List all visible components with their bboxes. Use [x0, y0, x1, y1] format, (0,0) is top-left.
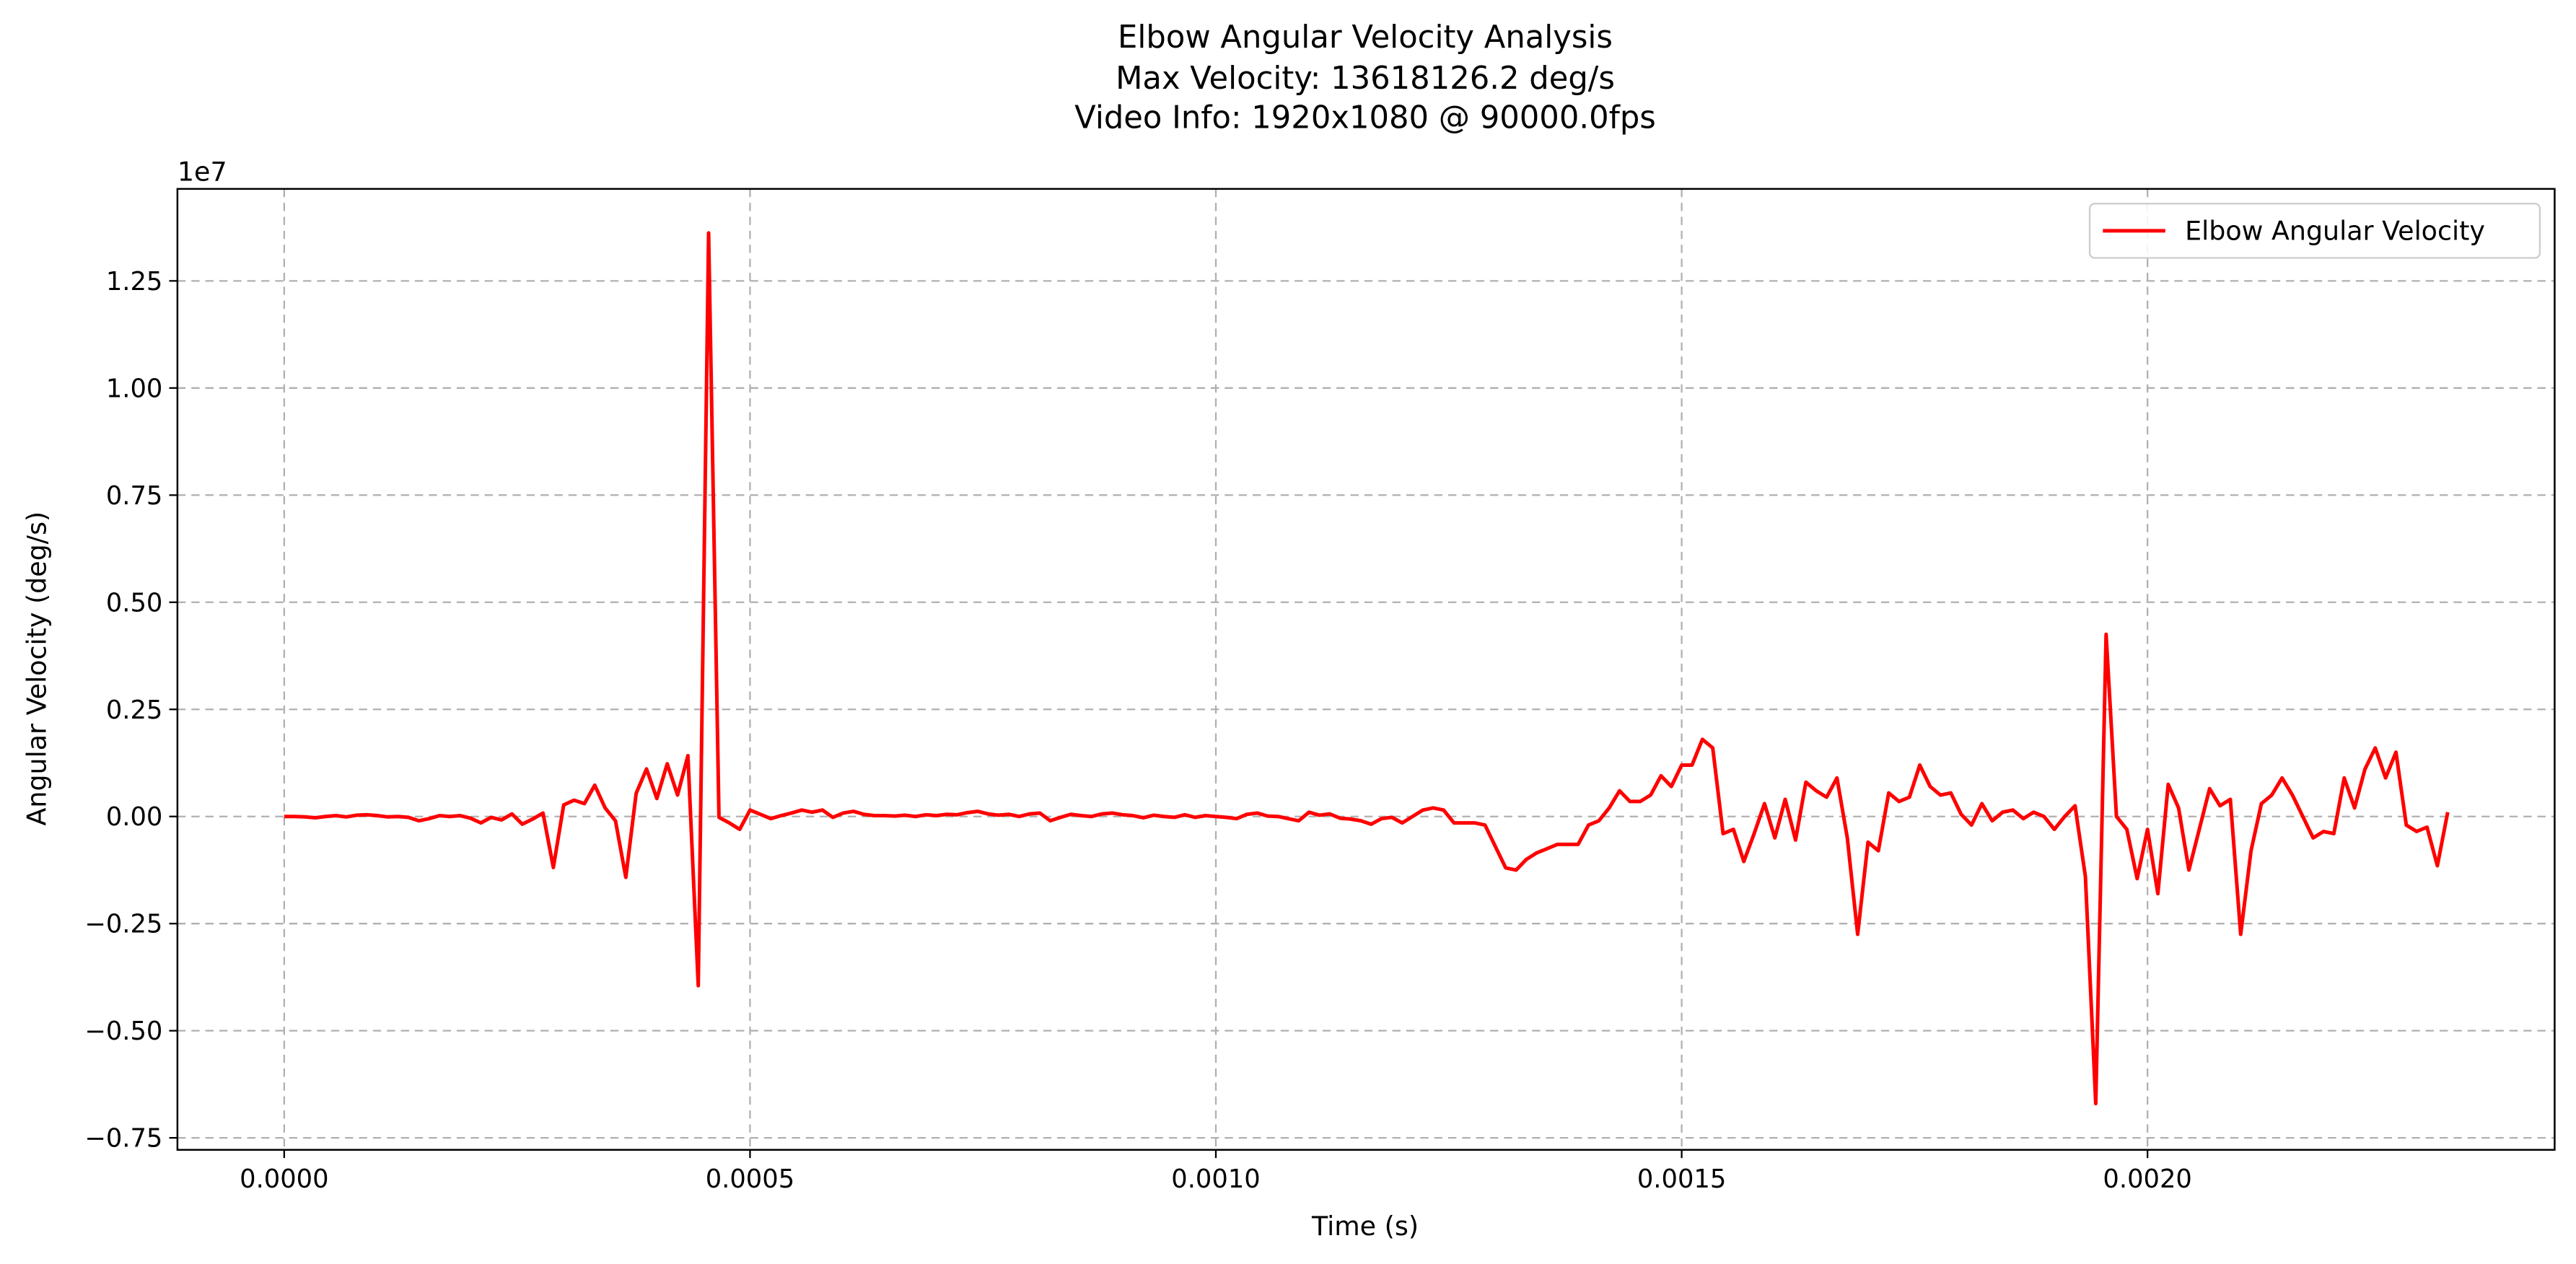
y-tick-label: 0.25 [106, 695, 163, 725]
legend-label: Elbow Angular Velocity [2185, 215, 2485, 246]
y-offset-label: 1e7 [178, 156, 227, 187]
x-tick-label: 0.0015 [1637, 1164, 1726, 1194]
x-tick-label: 0.0020 [2103, 1164, 2191, 1194]
x-tick-label: 0.0000 [240, 1164, 328, 1194]
chart-subtitle: Max Velocity: 13618126.2 deg/s [1116, 61, 1615, 97]
y-tick-label: −0.25 [84, 910, 162, 939]
chart-subtitle: Video Info: 1920x1080 @ 90000.0fps [1074, 100, 1656, 136]
y-tick-label: −0.50 [84, 1017, 162, 1046]
x-tick-label: 0.0010 [1171, 1164, 1260, 1194]
y-tick-label: 0.50 [106, 588, 163, 618]
plot-frame [176, 188, 2556, 1151]
y-tick-label: 1.00 [106, 374, 163, 403]
y-tick-label: 0.75 [106, 481, 163, 511]
y-axis-label: Angular Velocity (deg/s) [22, 512, 53, 826]
data-line [284, 231, 2450, 1106]
chart-title: Elbow Angular Velocity Analysis [1118, 19, 1613, 56]
y-tick-label: 1.25 [106, 267, 163, 297]
legend-box [2088, 203, 2541, 259]
y-tick-label: −0.75 [84, 1124, 162, 1154]
x-axis-label: Time (s) [1311, 1211, 1419, 1242]
y-tick-label: 0.00 [106, 802, 163, 832]
x-tick-label: 0.0005 [706, 1164, 794, 1194]
